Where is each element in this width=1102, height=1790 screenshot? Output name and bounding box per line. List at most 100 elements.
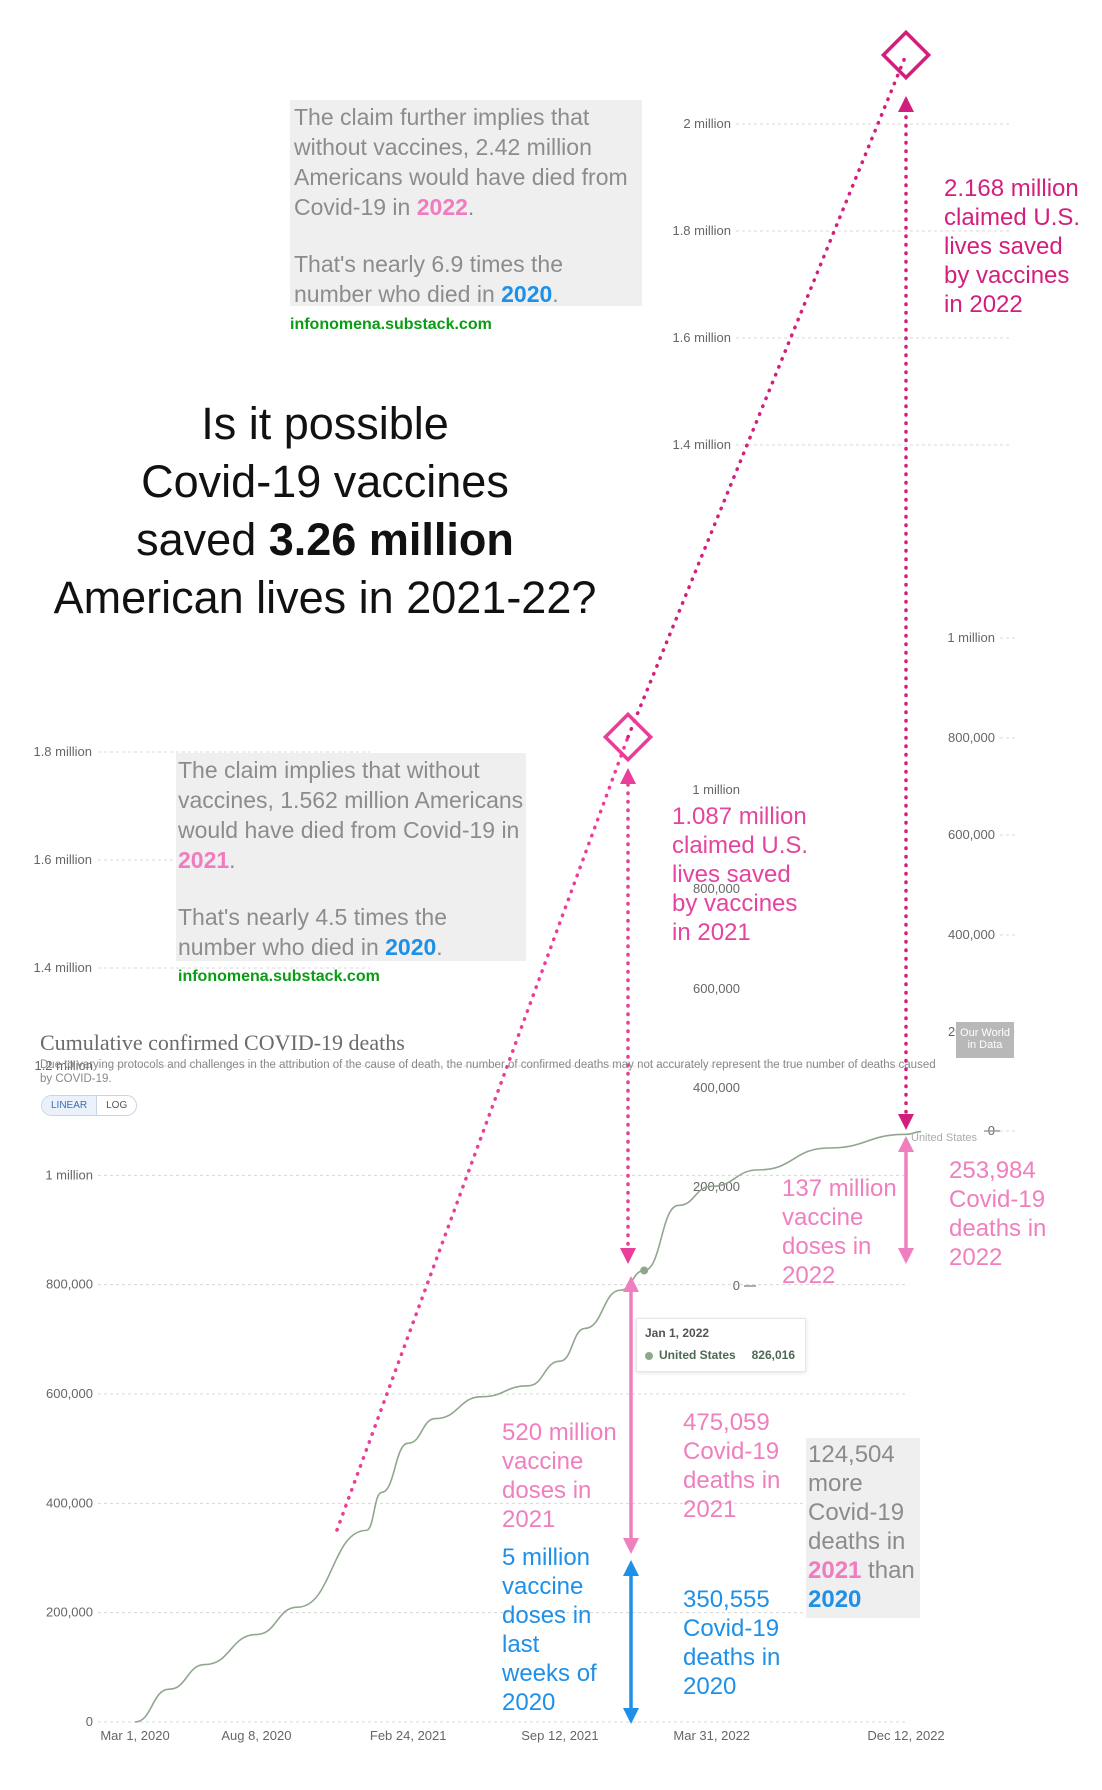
scale-toggle: LINEAR LOG [41,1095,138,1116]
more-deaths-than: than [861,1557,915,1584]
tooltip-value: 826,016 [751,1348,795,1362]
diamond-marker-2021 [602,711,654,763]
claim-2022-text-a: The claim further implies that without v… [294,104,628,220]
main-chart-grid [98,1065,906,1723]
extrapolation-line-2022 [626,53,908,739]
annotation-deaths-2020: 350,555 Covid-19 deaths in 2020 [683,1586,781,1700]
panel-mid-y-tick-label: 600,000 [693,981,740,996]
annotation-more-deaths: 124,504 more Covid-19 deaths in 2021 tha… [806,1438,920,1618]
claim-2022-year: 2022 [416,194,468,220]
arrowhead-deaths-2021-bottom [623,1538,639,1554]
panel-2022-y-tick-label: 800,000 [948,730,995,745]
headline: Is it possible Covid-19 vaccines saved 3… [20,395,630,627]
panel-mid-y-tick-label: 800,000 [693,881,740,896]
arrowhead-deaths-2022-top [898,1136,914,1152]
main-chart-y-ticks: 0 200,000 400,000 600,000 800,000 1 million 1.… [34,1058,93,1729]
claim-2021-text-a: The claim implies that without vaccines,… [178,757,524,843]
claim-box-2021: The claim implies that without vaccines,… [176,753,526,961]
headline-line-1: Is it possible [201,398,449,449]
arrowhead-deaths-2021-top [623,1276,639,1292]
panel-mid-y-tick-label: 0 [733,1278,740,1293]
x-tick-label: Mar 1, 2020 [100,1728,169,1743]
annotation-saved-2022: 2.168 million claimed U.S. lives saved b… [944,175,1081,318]
more-deaths-year-2021: 2021 [808,1557,862,1584]
y-tick-label: 200,000 [46,1605,93,1620]
claim-box-2022: The claim further implies that without v… [290,100,642,309]
y-tick-label: 0 [86,1714,93,1729]
panel-2022-y-tick-label: 400,000 [948,927,995,942]
panel-2022-y-tick-label: 1.6 million [672,330,731,345]
series-line-united-states [134,1130,922,1723]
source-link-mid[interactable]: infonomena.substack.com [178,968,380,985]
x-tick-label: Mar 31, 2022 [673,1728,750,1743]
claim-2021-ref-year: 2020 [385,934,437,960]
arrowhead-saved-2022-bottom [898,1114,914,1130]
claim-2021-text-d: That's nearly 4.5 times the number who d… [178,904,448,960]
arrowhead-deaths-2020-top [623,1560,639,1576]
claim-2021-p2: That's nearly 4.5 times the number who d… [178,902,524,962]
x-tick-label: Aug 8, 2020 [221,1728,291,1743]
claim-2022-text-f: . [552,281,559,307]
main-chart-x-ticks: Mar 1, 2020 Aug 8, 2020 Feb 24, 2021 Sep 12… [100,1728,944,1743]
claim-2022-p1: The claim further implies that without v… [294,102,638,222]
owid-chart-title: Cumulative confirmed COVID-19 deaths [40,1030,405,1055]
panel-2021-y-tick-label: 1.4 million [33,960,92,975]
annotation-doses-2022: 137 million vaccine doses in 2022 [782,1175,897,1289]
owid-logo: Our World in Data [956,1022,1014,1058]
claim-2022-text-c: . [467,194,475,220]
panel-2022-y-tick-label: 2 million [683,116,731,131]
panel-2021-y-ticks: 1.4 million 1.6 million 1.8 million [33,744,370,975]
panel-2022-y-tick-label: 1.8 million [672,223,731,238]
panel-2022-y-tick-label: 600,000 [948,827,995,842]
series-end-label: United States [911,1132,978,1144]
headline-emphasis: 3.26 million [268,514,514,565]
x-tick-label: Feb 24, 2021 [370,1728,447,1743]
arrowhead-saved-2021-top [620,768,636,784]
arrowhead-saved-2022-top [898,96,914,112]
panel-2021-y-tick-label: 1.8 million [33,744,92,759]
panel-2021-y-tick-label: 1.6 million [33,852,92,867]
claim-2022-ref-year: 2020 [501,281,553,307]
extrapolation-line-2021 [335,735,630,1532]
claim-2022-p2: That's nearly 6.9 times the number who d… [294,249,638,309]
tooltip-series-name: United States [659,1348,736,1362]
panel-mid-y-tick-label: 1 million [692,782,740,797]
more-deaths-year-2020: 2020 [808,1586,862,1613]
x-tick-label: Dec 12, 2022 [867,1728,944,1743]
annotation-saved-2021: 1.087 million claimed U.S. lives saved b… [672,803,809,946]
annotation-doses-2020: 5 million vaccine doses in last weeks of… [502,1544,597,1716]
y-tick-label: 800,000 [46,1277,93,1292]
tooltip-date: Jan 1, 2022 [645,1326,710,1340]
toggle-log-button[interactable]: LOG [106,1100,128,1111]
annotation-doses-2021: 520 million vaccine doses in 2021 [502,1419,617,1533]
arrowhead-deaths-2022-bottom [898,1248,914,1264]
headline-line-3a: saved [136,514,269,565]
claim-2021-text-f: . [436,934,443,960]
owid-chart-subtitle: Due to varying protocols and challenges … [40,1059,936,1085]
source-link-top[interactable]: infonomena.substack.com [290,316,492,333]
annotation-deaths-2021: 475,059 Covid-19 deaths in 2021 [683,1409,781,1523]
hover-tooltip: Jan 1, 2022 United States 826,016 [636,1318,806,1372]
y-tick-label: 400,000 [46,1495,93,1510]
annotation-deaths-2022: 253,984 Covid-19 deaths in 2022 [949,1157,1047,1271]
panel-2022-y-tick-label: 1.4 million [672,437,731,452]
arrowhead-saved-2021-bottom [620,1248,636,1264]
y-tick-label: 1 million [45,1167,93,1182]
panel-2022-y-tick-label: 1 million [947,630,995,645]
y-tick-label: 1.2 million [34,1058,93,1073]
diamond-marker-2022 [880,29,932,81]
hover-point [640,1266,649,1275]
tooltip-series: United States [645,1348,736,1362]
more-deaths-text: 124,504 more Covid-19 deaths in [808,1441,906,1555]
tooltip-series-dot [645,1351,653,1360]
x-tick-label: Sep 12, 2021 [521,1728,598,1743]
headline-line-3: saved 3.26 million [20,511,630,569]
toggle-linear-button[interactable]: LINEAR [42,1096,98,1115]
arrowhead-deaths-2020-bottom [623,1708,639,1724]
panel-mid-y-tick-label: 400,000 [693,1080,740,1095]
y-tick-label: 600,000 [46,1386,93,1401]
claim-2021-p1: The claim implies that without vaccines,… [178,755,524,875]
claim-2021-text-c: . [229,847,236,873]
